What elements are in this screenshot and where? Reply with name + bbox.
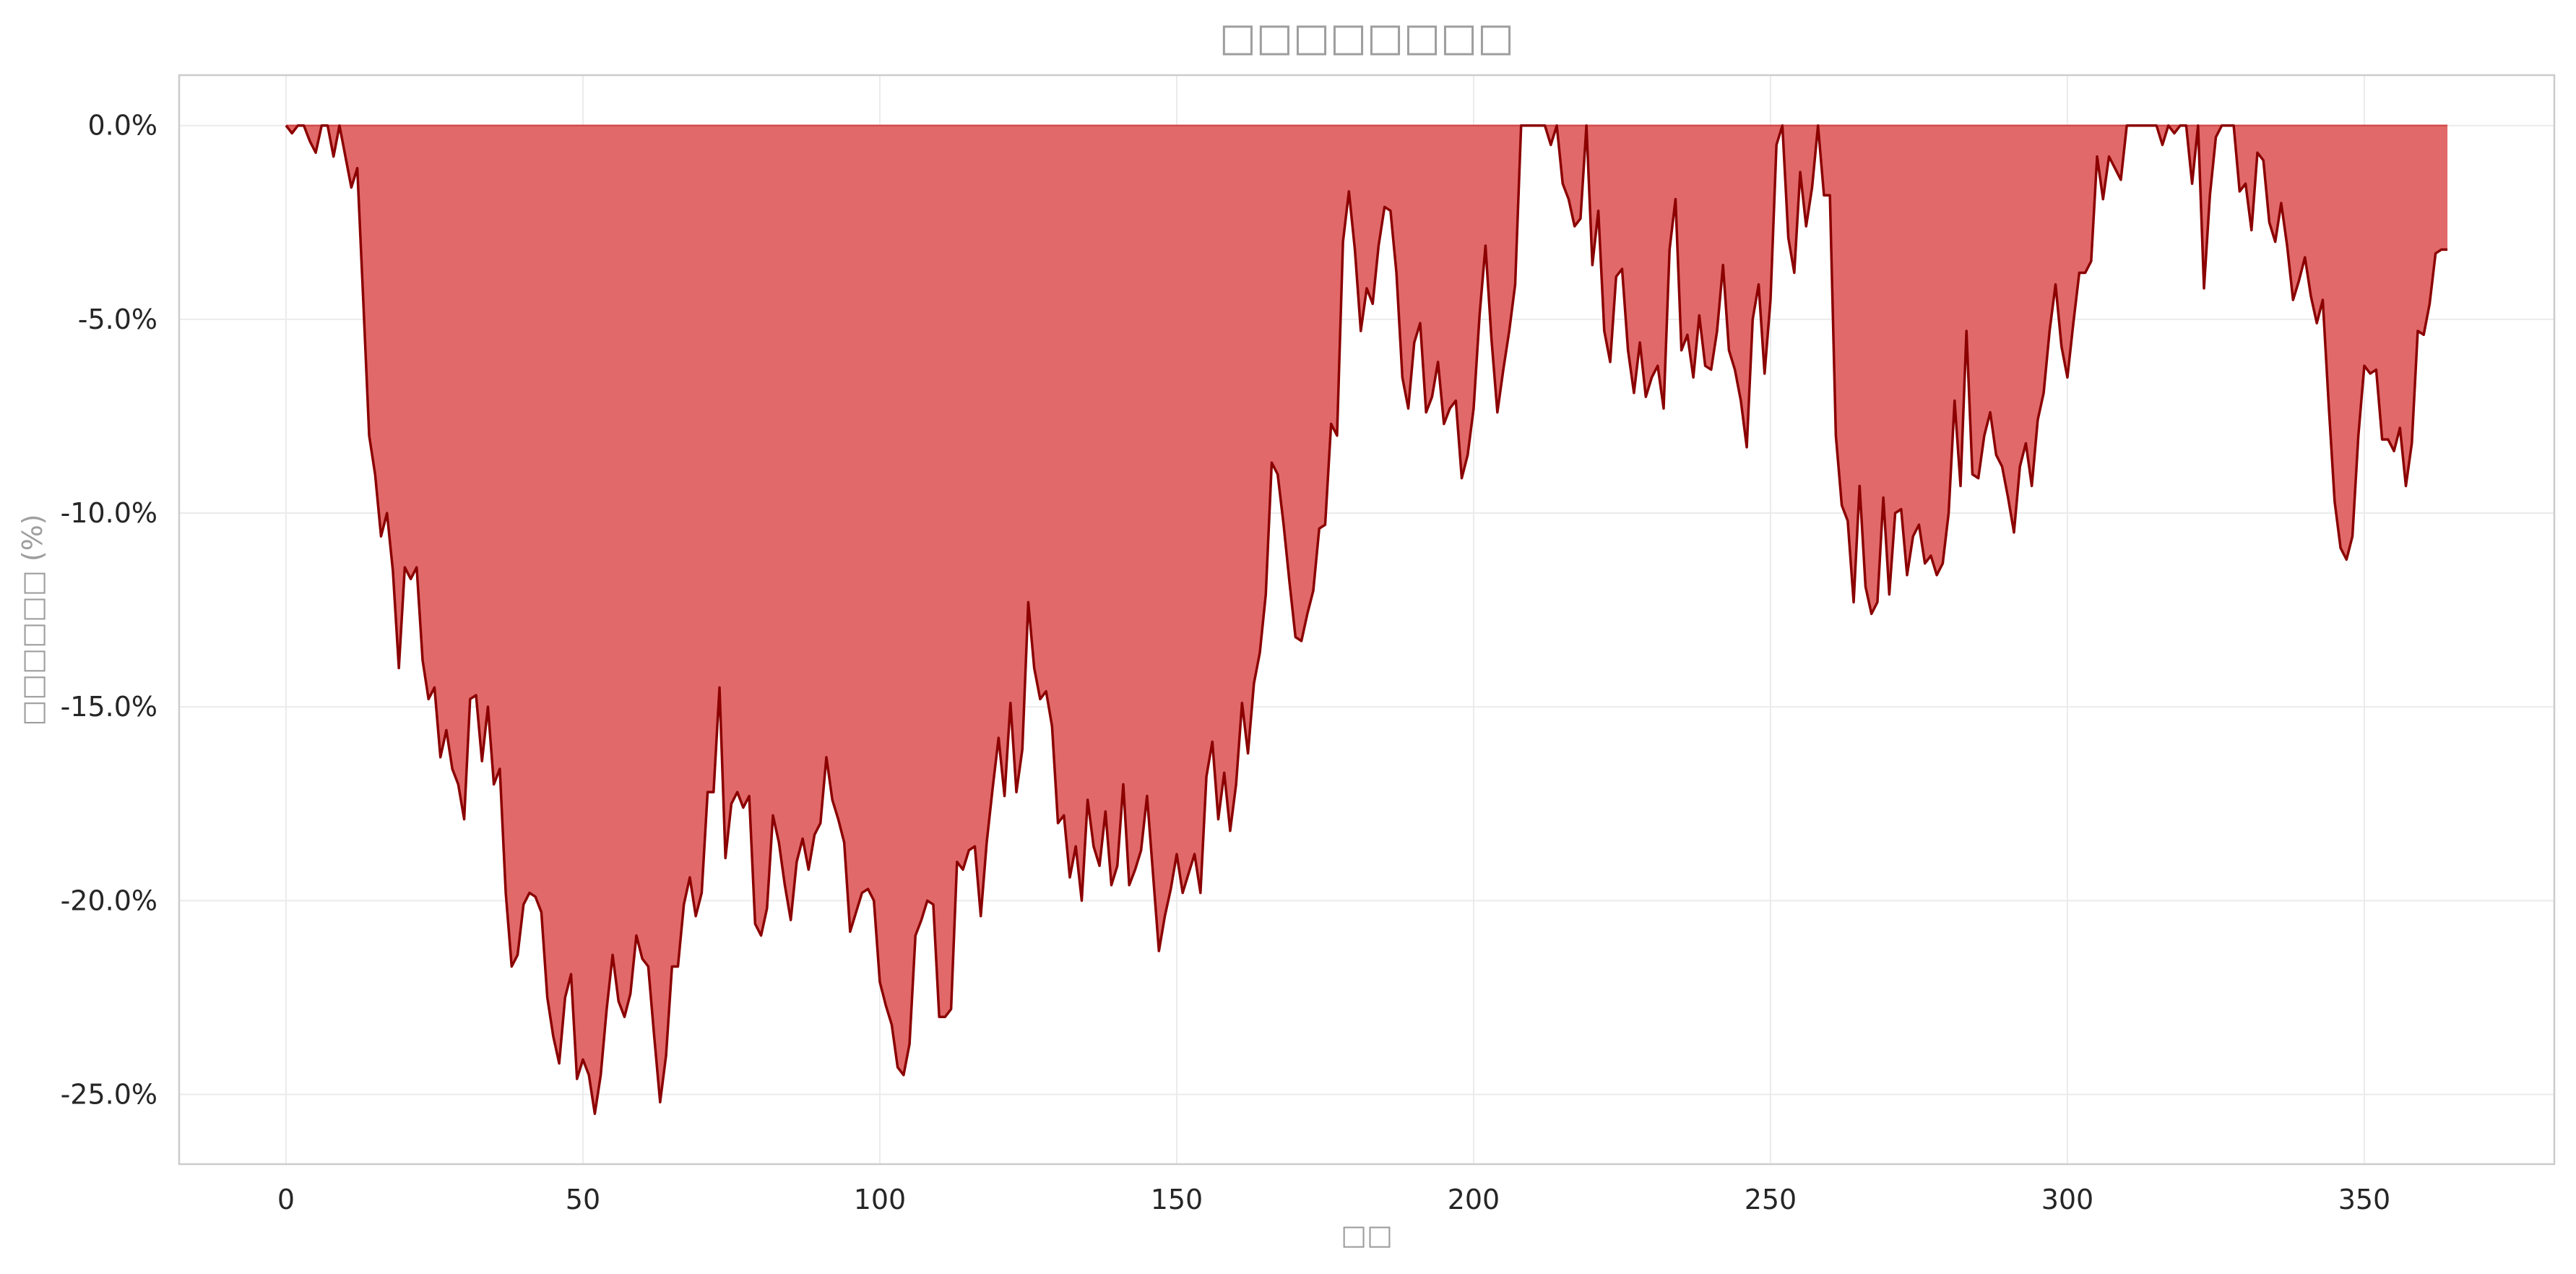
y-tick-label: 0.0% <box>87 110 157 142</box>
plot-frame <box>178 74 2556 1166</box>
x-axis-title: □□ <box>1341 1219 1393 1251</box>
y-axis-title: □□□□□□ (%) <box>17 514 48 726</box>
drawdown-area-fill <box>285 125 2448 1114</box>
area-layer <box>285 124 2448 1116</box>
y-tick-label: -20.0% <box>61 885 157 916</box>
y-tick-label: -15.0% <box>61 691 157 723</box>
x-tick-label: 0 <box>277 1184 295 1215</box>
x-tick-label: 150 <box>1151 1184 1203 1215</box>
x-tick-label: 350 <box>2338 1184 2391 1215</box>
x-tick-label: 300 <box>2041 1184 2094 1215</box>
y-tick-label: -25.0% <box>61 1078 157 1110</box>
x-tick-label: 100 <box>854 1184 907 1215</box>
x-tick-label: 50 <box>566 1184 600 1215</box>
x-tick-label: 200 <box>1448 1184 1500 1215</box>
x-tick-label: 250 <box>1745 1184 1797 1215</box>
tick-layer: 0 50 100 150 200 250 300 350 0.0% -5.0% -10.0% -15.… <box>61 110 2391 1215</box>
y-tick-label: -10.0% <box>61 497 157 529</box>
drawdown-line <box>285 124 2448 1116</box>
y-tick-label: -5.0% <box>78 304 157 335</box>
chart-title: □□□□□□□□ <box>1219 14 1514 60</box>
